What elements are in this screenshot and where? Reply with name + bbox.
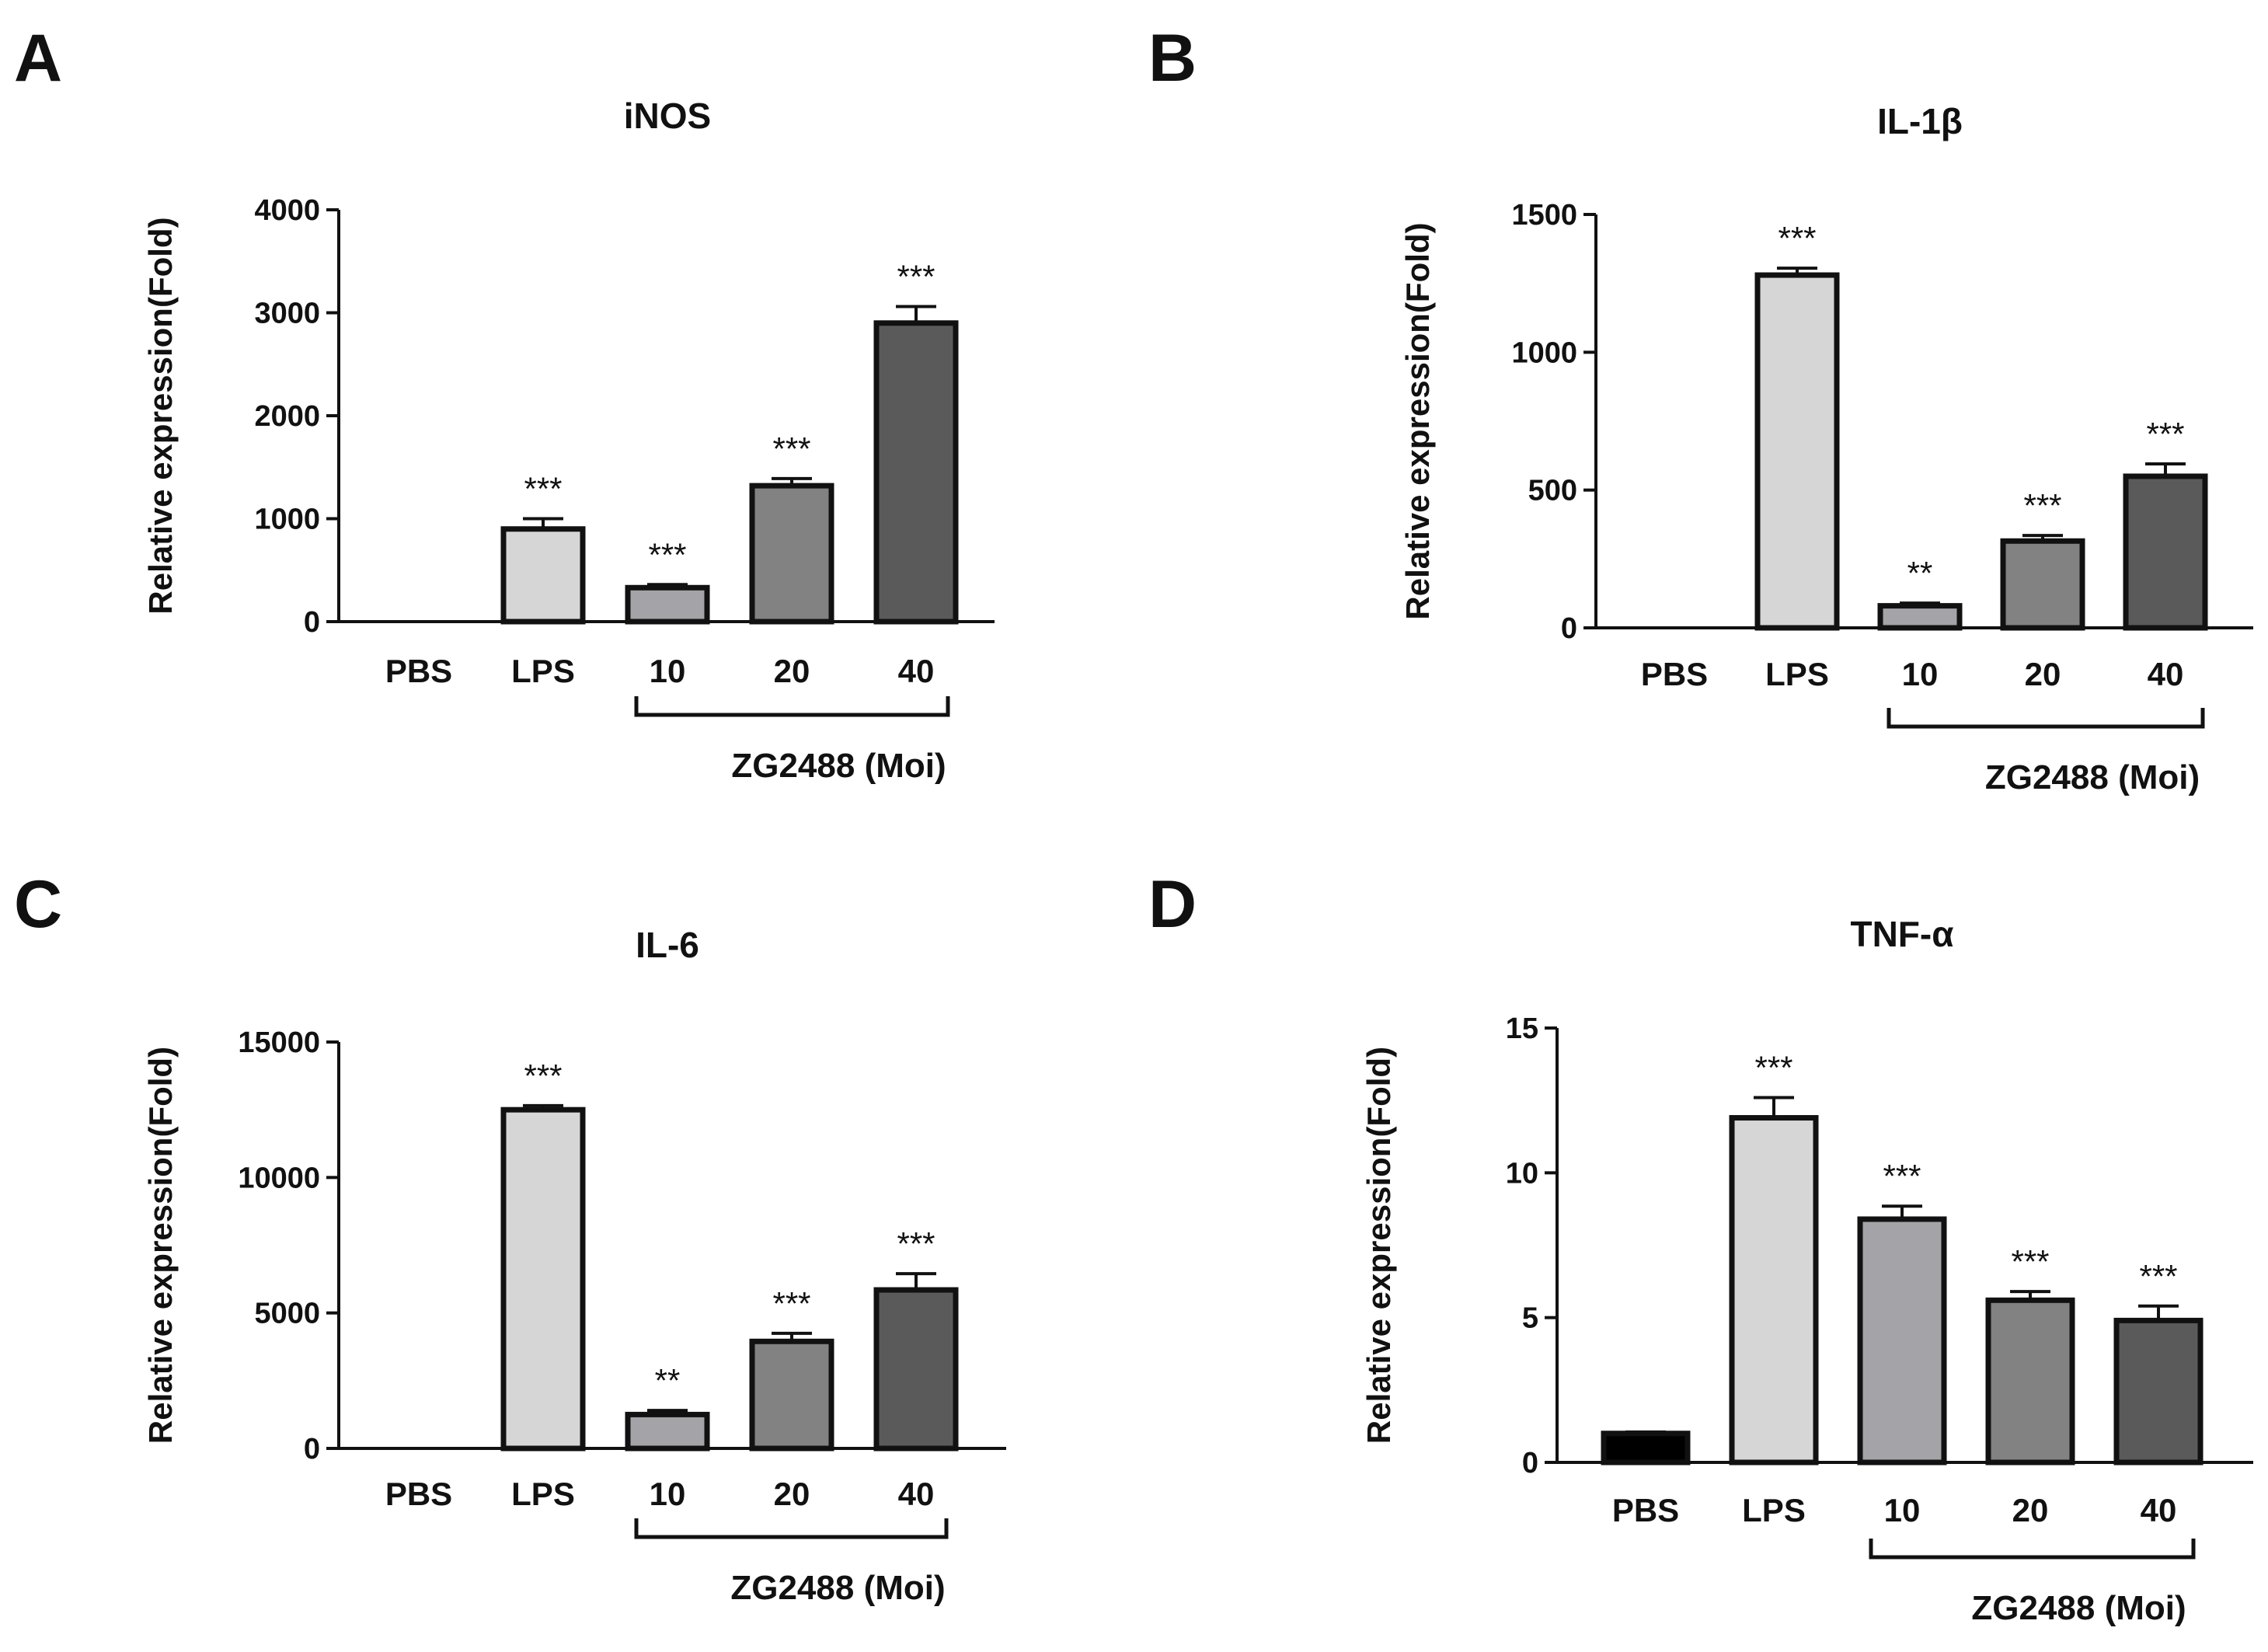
panel-letter: B	[1148, 21, 1197, 96]
significance-label: ***	[524, 471, 562, 507]
x-category-label: 40	[898, 653, 935, 689]
x-category-label: 20	[774, 653, 810, 689]
bar-20	[749, 483, 834, 625]
y-tick-label: 15000	[238, 1026, 320, 1059]
y-tick-label: 10	[1506, 1157, 1538, 1190]
bar-20	[1985, 1297, 2075, 1466]
bar-10	[625, 1411, 710, 1452]
significance-label: **	[1907, 555, 1933, 591]
y-tick-label: 3000	[254, 298, 320, 330]
chart-panel-b: B IL-1β 0 500 1000 1500 Relative expression(Fo…	[1148, 21, 2253, 796]
significance-label: ***	[772, 1285, 810, 1322]
y-tick-label: 2000	[254, 400, 320, 433]
x-category-label: 40	[2148, 656, 2184, 692]
group-bracket	[634, 696, 950, 717]
bar-lps	[500, 1107, 586, 1452]
y-tick-label: 5	[1522, 1302, 1538, 1335]
significance-label: ***	[772, 430, 810, 467]
chart-title: TNF-α	[1850, 914, 1953, 954]
bar-lps	[1754, 272, 1840, 631]
significance-label: ***	[897, 259, 935, 295]
chart-title: iNOS	[624, 96, 711, 136]
bar-pbs	[1601, 1431, 1691, 1466]
x-category-label: LPS	[511, 1476, 575, 1512]
chart-panel-c: C IL-6 0 5000 10000 15000 Relative expression(…	[14, 867, 1006, 1607]
bar-lps	[1729, 1115, 1819, 1466]
significance-label: ***	[1778, 220, 1816, 256]
x-category-label: 20	[774, 1476, 810, 1512]
y-tick-label: 0	[1522, 1447, 1538, 1479]
x-category-label: LPS	[1742, 1492, 1806, 1528]
x-category-label: PBS	[1612, 1492, 1679, 1528]
y-tick-label: 0	[304, 606, 320, 639]
panel-letter: C	[14, 867, 62, 942]
bar-40	[873, 320, 959, 625]
bar-20	[749, 1338, 834, 1452]
y-axis-title: Relative expression(Fold)	[142, 217, 179, 614]
x-category-label: 10	[650, 653, 686, 689]
chart-title: IL-1β	[1877, 101, 1963, 141]
y-axis-title: Relative expression(Fold)	[1399, 222, 1436, 619]
x-category-label: 10	[1902, 656, 1939, 692]
significance-label: ***	[2146, 416, 2184, 452]
y-tick-label: 500	[1528, 475, 1577, 507]
bar-40	[2113, 1317, 2204, 1466]
bar-40	[873, 1287, 959, 1452]
group-label: ZG2488 (Moi)	[730, 1569, 945, 1607]
panel-letter: A	[14, 21, 62, 96]
y-tick-label: 1000	[254, 504, 320, 536]
chart-panel-d: D TNF-α 0 5 10 15 Relative expression(Fold) PBS…	[1148, 867, 2253, 1627]
x-category-label: 40	[2141, 1492, 2177, 1528]
group-label: ZG2488 (Moi)	[731, 747, 946, 785]
group-bracket	[1869, 1539, 2196, 1560]
x-category-label: PBS	[385, 1476, 452, 1512]
significance-label: ***	[2023, 487, 2061, 524]
significance-label: ***	[1754, 1049, 1792, 1086]
significance-label: **	[655, 1362, 681, 1399]
y-tick-label: 10000	[238, 1162, 320, 1194]
significance-label: ***	[2011, 1243, 2049, 1280]
y-tick-label: 4000	[254, 194, 320, 227]
significance-label: ***	[897, 1225, 935, 1262]
bar-10	[1857, 1216, 1947, 1466]
significance-label: ***	[648, 536, 686, 573]
x-category-label: 20	[2012, 1492, 2049, 1528]
bar-10	[625, 584, 710, 625]
y-tick-label: 0	[1561, 612, 1577, 645]
x-category-label: 20	[2025, 656, 2061, 692]
y-tick-label: 15	[1506, 1012, 1538, 1045]
group-label: ZG2488 (Moi)	[1985, 758, 2200, 796]
group-bracket	[634, 1518, 949, 1539]
significance-label: ***	[1883, 1158, 1921, 1194]
bar-40	[2123, 473, 2208, 631]
x-category-label: 10	[650, 1476, 686, 1512]
chart-title: IL-6	[636, 925, 699, 965]
panel-letter: D	[1148, 867, 1197, 942]
significance-label: ***	[524, 1058, 562, 1094]
x-category-label: LPS	[1765, 656, 1829, 692]
y-axis-title: Relative expression(Fold)	[142, 1047, 179, 1444]
bar-10	[1877, 603, 1963, 631]
y-tick-label: 5000	[254, 1298, 320, 1330]
significance-label: ***	[2139, 1258, 2177, 1295]
y-axis-title: Relative expression(Fold)	[1360, 1047, 1397, 1444]
group-label: ZG2488 (Moi)	[1971, 1589, 2186, 1627]
y-tick-label: 1000	[1511, 336, 1577, 369]
bar-20	[2000, 538, 2085, 631]
x-category-label: PBS	[1641, 656, 1708, 692]
y-tick-label: 1500	[1511, 199, 1577, 232]
y-tick-label: 0	[304, 1433, 320, 1466]
x-category-label: LPS	[511, 653, 575, 689]
x-category-label: PBS	[385, 653, 452, 689]
x-category-label: 40	[898, 1476, 935, 1512]
bar-lps	[500, 526, 586, 625]
x-category-label: 10	[1884, 1492, 1921, 1528]
group-bracket	[1887, 708, 2205, 729]
